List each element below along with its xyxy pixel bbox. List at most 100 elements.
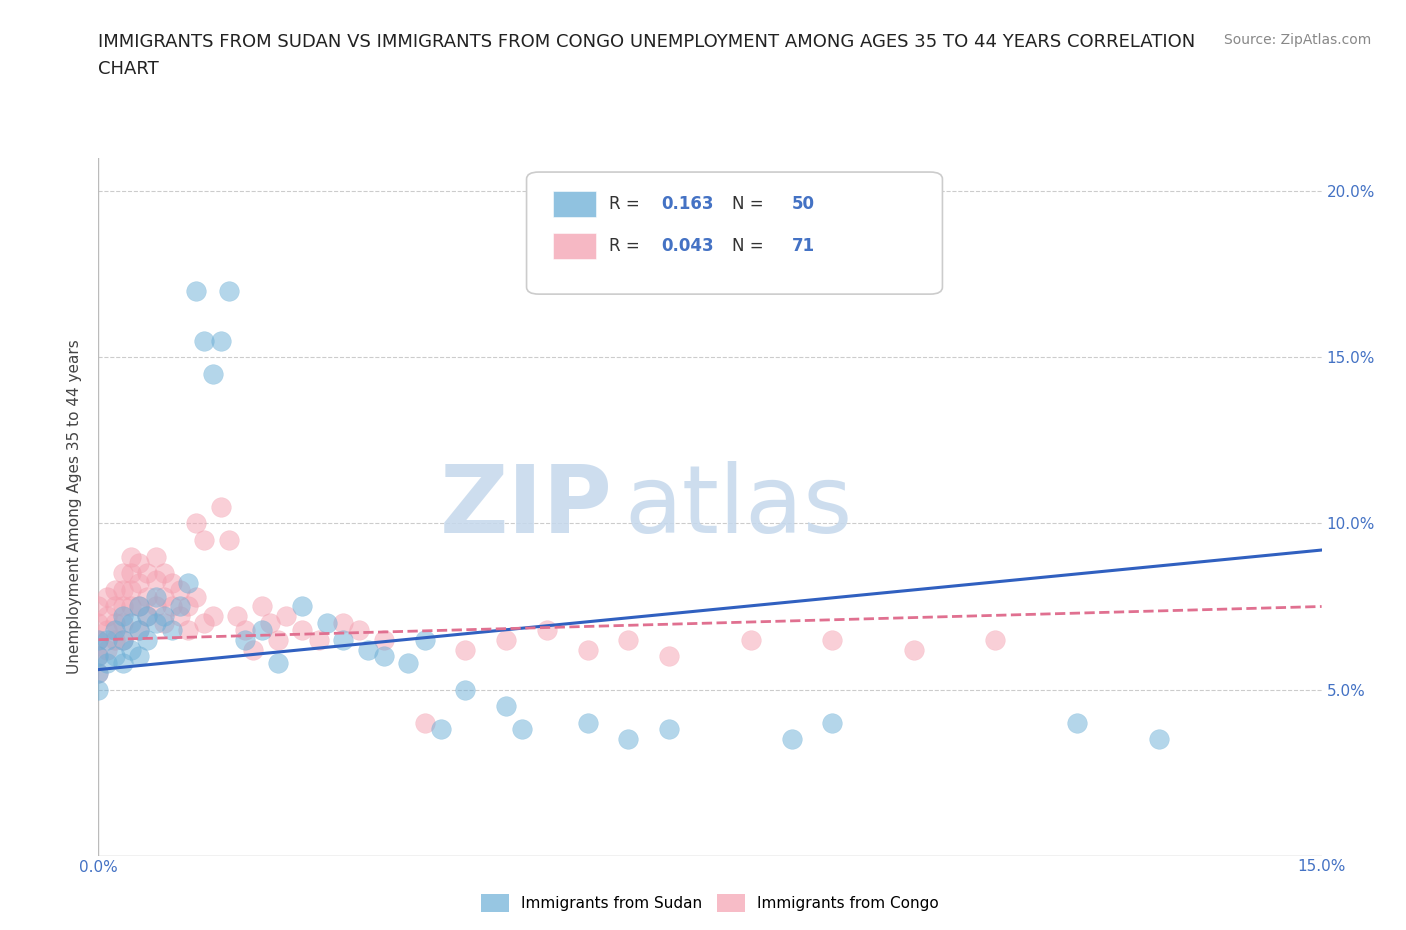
Point (96, 632, 118, 647)
Text: N =: N = (733, 237, 769, 255)
Point (396, 656, 419, 671)
Point (169, 599, 191, 614)
Point (454, 643, 477, 658)
Point (87, 666, 110, 681)
Point (512, 722, 534, 737)
Point (617, 732, 640, 747)
Point (617, 632, 640, 647)
Point (903, 643, 925, 658)
Point (120, 616, 142, 631)
Point (111, 565, 134, 580)
FancyBboxPatch shape (526, 172, 942, 294)
Point (160, 599, 183, 614)
Point (536, 622, 558, 637)
Point (104, 599, 127, 614)
Point (128, 649, 150, 664)
Point (209, 499, 232, 514)
Point (658, 722, 681, 737)
Text: 15.0%: 15.0% (1298, 859, 1346, 874)
Point (250, 622, 273, 637)
Point (145, 599, 167, 614)
Text: 71: 71 (792, 237, 815, 255)
Text: 50: 50 (792, 195, 815, 213)
Point (111, 616, 134, 631)
Point (430, 722, 453, 737)
Point (145, 550, 167, 565)
Text: 0.163: 0.163 (661, 195, 714, 213)
Point (104, 582, 127, 597)
Point (209, 333, 232, 348)
Point (128, 599, 150, 614)
FancyBboxPatch shape (554, 232, 596, 259)
Point (96, 622, 118, 637)
Point (226, 609, 249, 624)
Point (259, 616, 281, 631)
Point (128, 622, 150, 637)
Point (128, 576, 150, 591)
Point (1066, 715, 1088, 730)
Point (250, 599, 273, 614)
Point (177, 599, 200, 614)
Point (218, 284, 240, 299)
Text: CHART: CHART (98, 60, 159, 78)
Point (152, 609, 174, 624)
Point (152, 565, 174, 580)
Text: R =: R = (609, 195, 644, 213)
Point (128, 556, 150, 571)
Text: 0.043: 0.043 (661, 237, 714, 255)
Point (87, 666, 110, 681)
Point (136, 609, 159, 624)
Point (267, 632, 290, 647)
Point (291, 622, 314, 637)
Point (201, 366, 224, 381)
Point (87, 632, 110, 647)
Point (186, 516, 208, 531)
Point (87, 632, 110, 647)
Text: atlas: atlas (624, 461, 852, 552)
Point (128, 622, 150, 637)
Point (160, 576, 183, 591)
Point (87, 599, 110, 614)
Point (356, 643, 378, 658)
Point (201, 609, 224, 624)
Point (87, 682, 110, 697)
Point (193, 616, 215, 631)
Point (454, 682, 477, 697)
Point (495, 632, 517, 647)
Point (160, 622, 183, 637)
Legend: Immigrants from Sudan, Immigrants from Congo: Immigrants from Sudan, Immigrants from C… (475, 888, 945, 918)
Point (1147, 732, 1170, 747)
Point (373, 632, 395, 647)
Point (169, 582, 191, 597)
Point (104, 649, 127, 664)
Point (152, 589, 174, 604)
Point (120, 550, 142, 565)
Point (413, 715, 436, 730)
Point (152, 616, 174, 631)
Point (186, 589, 208, 604)
FancyBboxPatch shape (554, 191, 596, 218)
Point (291, 599, 314, 614)
Point (193, 533, 215, 548)
Point (111, 656, 134, 671)
Text: IMMIGRANTS FROM SUDAN VS IMMIGRANTS FROM CONGO UNEMPLOYMENT AMONG AGES 35 TO 44 : IMMIGRANTS FROM SUDAN VS IMMIGRANTS FROM… (98, 33, 1195, 50)
Point (111, 599, 134, 614)
Point (233, 632, 256, 647)
Point (111, 582, 134, 597)
Point (104, 622, 127, 637)
Point (111, 632, 134, 647)
Text: N =: N = (733, 195, 769, 213)
Point (233, 622, 256, 637)
Point (308, 632, 330, 647)
Point (120, 599, 142, 614)
Point (274, 609, 297, 624)
Point (373, 649, 395, 664)
Y-axis label: Unemployment Among Ages 35 to 44 years: Unemployment Among Ages 35 to 44 years (67, 339, 83, 674)
Point (193, 333, 215, 348)
Point (87, 616, 110, 631)
Point (495, 698, 517, 713)
Point (136, 589, 159, 604)
Point (136, 632, 159, 647)
Point (87, 649, 110, 664)
Point (821, 632, 844, 647)
